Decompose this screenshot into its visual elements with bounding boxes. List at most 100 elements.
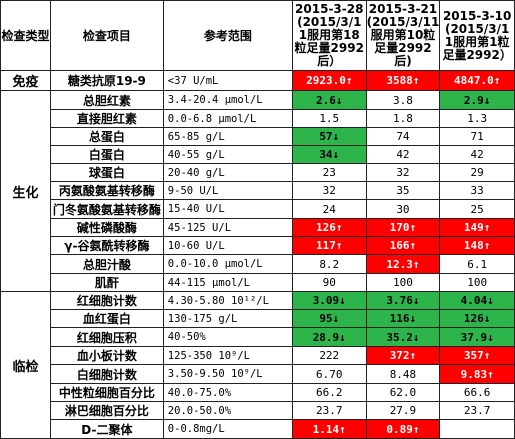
category-cell: 免疫: [0, 70, 51, 91]
result-value-1: 23: [291, 163, 367, 182]
reference-range: 125-350 10⁹/L: [162, 346, 293, 365]
result-value-2: 1.8: [365, 109, 441, 128]
item-name: 总胆红素: [49, 90, 164, 110]
item-name: 门冬氨酸氨基转移酶: [49, 199, 164, 219]
result-value-3: 4847.0↑: [439, 70, 515, 91]
result-value-1: 222: [291, 346, 367, 365]
result-value-3: [439, 419, 515, 439]
table-row: 生化 总胆红素 3.4-20.4 μmol/L 2.6↓ 3.8 2.9↓: [0, 90, 515, 292]
table-row: 白细胞计数 3.50-9.50 10⁹/L 6.70 8.48 9.83↑: [1, 364, 515, 384]
table-row: 总蛋白 65-85 g/L 57↓ 74 71: [1, 127, 515, 146]
reference-range: 0-0.8mg/L: [162, 419, 293, 439]
reference-range: 0.0-10.0 μmol/L: [162, 254, 293, 274]
table-row: 肌酐 44-115 μmol/L 90 100 100: [1, 273, 515, 292]
header-row: 检查类型 检查项目 参考范围 2015-3-28 (2015/3/1 1服用第1…: [0, 0, 515, 71]
result-value-3: 149↑: [439, 218, 515, 237]
result-value-1: 3.09↓: [291, 291, 367, 310]
table-row: 白蛋白 40-55 g/L 34↓ 42 42: [1, 145, 515, 164]
item-name: 碱性磷酸酶: [49, 218, 164, 237]
item-name: 中性粒细胞百分比: [49, 383, 164, 402]
result-value-1: 32: [291, 181, 367, 200]
category-cell: 生化: [0, 90, 51, 292]
result-value-1: 23.7: [291, 401, 367, 420]
result-value-1: 126↑: [291, 218, 367, 237]
table-row: 球蛋白 20-40 g/L 23 32 29: [1, 163, 515, 182]
table-row: 临检 红细胞计数 4.30-5.80 10¹²/L 3.09↓ 3.76↓ 4.04↓: [0, 291, 515, 439]
result-value-1: 57↓: [291, 127, 367, 146]
reference-range: 45-125 U/L: [162, 218, 293, 237]
result-value-2: 0.89↑: [365, 419, 441, 439]
result-value-3: 357↑: [439, 346, 515, 365]
reference-range: 65-85 g/L: [162, 127, 293, 146]
item-name: 红细胞计数: [49, 291, 164, 310]
result-value-1: 1.14↑: [291, 419, 367, 439]
result-value-3: 6.1: [439, 254, 515, 274]
table-row: 直接胆红素 0.0-6.8 μmol/L 1.5 1.8 1.3: [1, 109, 515, 128]
reference-range: 0.0-6.8 μmol/L: [162, 109, 293, 128]
result-value-2: 74: [365, 127, 441, 146]
reference-range: 40.0-75.0%: [162, 383, 293, 402]
result-value-3: 71: [439, 127, 515, 146]
item-name: 肌酐: [49, 273, 164, 292]
result-value-1: 34↓: [291, 145, 367, 164]
result-value-2: 35: [365, 181, 441, 200]
result-value-1: 90: [291, 273, 367, 292]
item-name: 白蛋白: [49, 145, 164, 164]
table-row: 血红蛋白 130-175 g/L 95↓ 116↓ 126↓: [1, 309, 515, 328]
reference-range: 40-50%: [162, 327, 293, 347]
table-row: 红细胞压积 40-50% 28.9↓ 35.2↓ 37.9↓: [1, 327, 515, 347]
table-row: 门冬氨酸氨基转移酶 15-40 U/L 24 30 25: [1, 199, 515, 219]
item-name: 血红蛋白: [49, 309, 164, 328]
result-value-3: 23.7: [439, 401, 515, 420]
item-name: 白细胞计数: [49, 364, 164, 384]
header-item: 检查项目: [49, 0, 164, 71]
reference-range: 40-55 g/L: [162, 145, 293, 164]
result-value-2: 372↑: [365, 346, 441, 365]
result-value-3: 148↑: [439, 236, 515, 255]
table-row: 血小板计数 125-350 10⁹/L 222 372↑ 357↑: [1, 346, 515, 365]
results-body: 免疫 糖类抗原19-9 <37 U/mL 2923.0↑ 3588↑ 4847.0↑ 生化总…: [0, 70, 515, 439]
reference-range: 3.4-20.4 μmol/L: [162, 90, 293, 110]
reference-range: 10-60 U/L: [162, 236, 293, 255]
header-date-1: 2015-3-28 (2015/3/1 1服用第18 粒足量2992 后）: [291, 0, 367, 71]
item-name: γ-谷氨酰转移酶: [49, 236, 164, 255]
result-value-3: 25: [439, 199, 515, 219]
result-value-2: 100: [365, 273, 441, 292]
result-value-1: 117↑: [291, 236, 367, 255]
reference-range: 130-175 g/L: [162, 309, 293, 328]
result-value-1: 6.70: [291, 364, 367, 384]
result-value-3: 29: [439, 163, 515, 182]
item-name: 血小板计数: [49, 346, 164, 365]
item-name: 丙氨酸氨基转移酶: [49, 181, 164, 200]
result-value-1: 28.9↓: [291, 327, 367, 347]
result-value-2: 3.76↓: [365, 291, 441, 310]
result-value-3: 9.83↑: [439, 364, 515, 384]
result-value-2: 35.2↓: [365, 327, 441, 347]
result-value-3: 33: [439, 181, 515, 200]
category-cell: 临检: [0, 291, 51, 439]
item-name: 直接胆红素: [49, 109, 164, 128]
result-value-3: 126↓: [439, 309, 515, 328]
result-value-2: 42: [365, 145, 441, 164]
header-category: 检查类型: [0, 0, 51, 71]
reference-range: 15-40 U/L: [162, 199, 293, 219]
result-value-3: 42: [439, 145, 515, 164]
item-name: 总蛋白: [49, 127, 164, 146]
result-value-2: 12.3↑: [365, 254, 441, 274]
result-value-2: 3.8: [365, 90, 441, 110]
reference-range: 3.50-9.50 10⁹/L: [162, 364, 293, 384]
result-value-3: 4.04↓: [439, 291, 515, 310]
result-value-1: 8.2: [291, 254, 367, 274]
result-value-2: 3588↑: [365, 70, 441, 91]
table-row: 总胆汁酸 0.0-10.0 μmol/L 8.2 12.3↑ 6.1: [1, 254, 515, 274]
result-value-3: 37.9↓: [439, 327, 515, 347]
result-value-2: 8.48: [365, 364, 441, 384]
item-name: 球蛋白: [49, 163, 164, 182]
result-value-2: 62.0: [365, 383, 441, 402]
item-name: 总胆汁酸: [49, 254, 164, 274]
header-date-2: 2015-3-21 (2015/3/11 服用第10粒 足量2992 后): [365, 0, 441, 71]
result-value-3: 100: [439, 273, 515, 292]
result-value-1: 24: [291, 199, 367, 219]
reference-range: 20-40 g/L: [162, 163, 293, 182]
table-row: 免疫 糖类抗原19-9 <37 U/mL 2923.0↑ 3588↑ 4847.0↑: [0, 70, 515, 91]
